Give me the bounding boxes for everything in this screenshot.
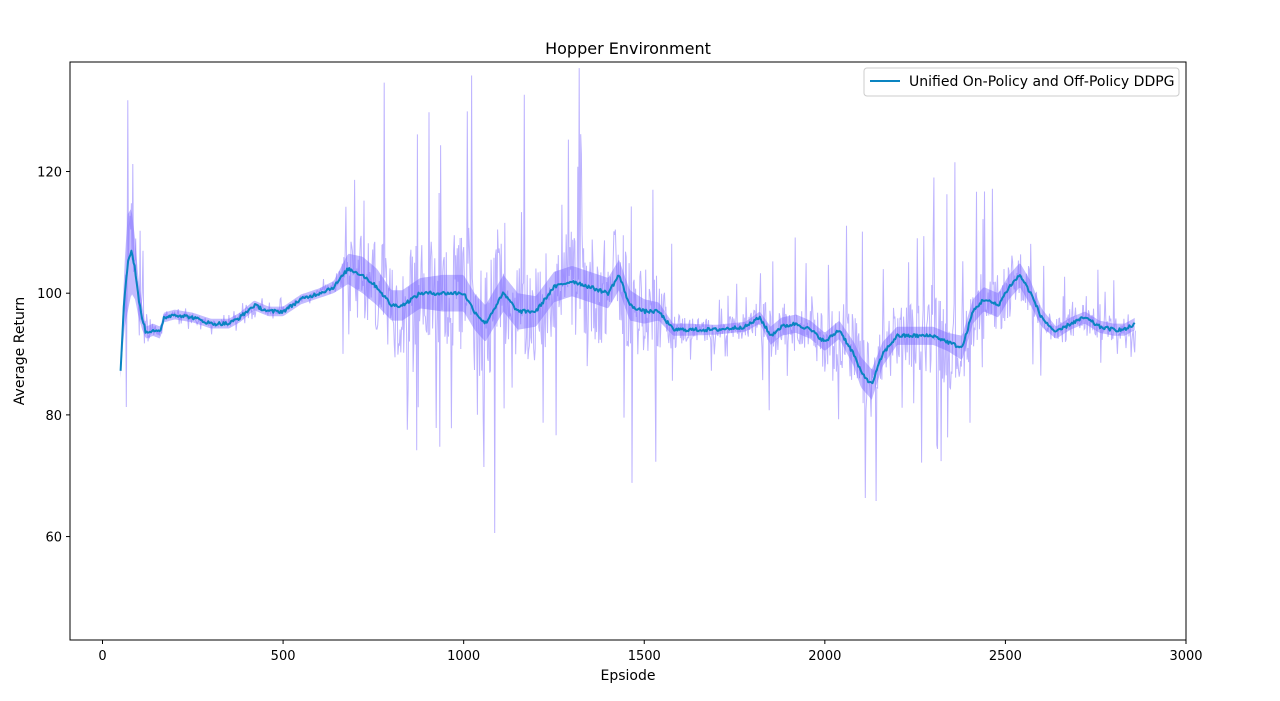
x-tick-label: 500 <box>271 649 296 664</box>
x-tick-label: 2000 <box>808 649 841 664</box>
y-tick-label: 60 <box>45 531 62 546</box>
legend-label: Unified On-Policy and Off-Policy DDPG <box>909 74 1175 90</box>
smoothed-series-line <box>119 249 1136 385</box>
y-tick-label: 80 <box>45 409 62 424</box>
variance-envelope <box>120 209 1135 400</box>
raw-returns-line <box>120 68 1136 534</box>
x-tick-label: 1000 <box>447 649 480 664</box>
x-tick-label: 1500 <box>628 649 661 664</box>
y-tick-label: 100 <box>37 287 62 302</box>
x-tick-label: 0 <box>98 649 106 664</box>
y-axis-label: Average Return <box>12 297 28 405</box>
x-axis-label: Epsiode <box>601 668 656 684</box>
plot-area <box>119 68 1136 534</box>
y-tick-label: 120 <box>37 166 62 181</box>
plot-frame <box>69 61 1187 641</box>
x-tick-label: 2500 <box>989 649 1022 664</box>
legend: Unified On-Policy and Off-Policy DDPG <box>863 67 1180 97</box>
legend-box <box>863 67 1180 97</box>
axis-ticks: 0 500 1000 1500 2000 2500 3000 60 80 100 120 <box>37 166 1202 664</box>
x-tick-label: 3000 <box>1169 649 1202 664</box>
chart-title: Hopper Environment <box>545 39 711 58</box>
